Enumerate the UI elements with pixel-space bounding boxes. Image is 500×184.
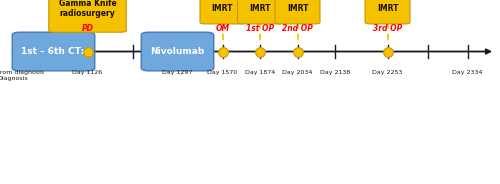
FancyBboxPatch shape xyxy=(238,0,282,24)
Text: 1st – 6th CTx: 1st – 6th CTx xyxy=(20,47,86,56)
Text: PD: PD xyxy=(82,24,94,33)
Text: Day 2334: Day 2334 xyxy=(452,70,483,75)
Text: IMRT: IMRT xyxy=(287,4,308,13)
Text: Gamma Knife
radiosurgery: Gamma Knife radiosurgery xyxy=(58,0,116,18)
Text: 2nd OP: 2nd OP xyxy=(282,24,313,33)
Text: Nivolumab: Nivolumab xyxy=(150,47,204,56)
Text: Day 1297: Day 1297 xyxy=(162,70,192,75)
Text: Day 1570: Day 1570 xyxy=(208,70,238,75)
Text: Day 2253: Day 2253 xyxy=(372,70,402,75)
FancyBboxPatch shape xyxy=(12,32,95,71)
FancyBboxPatch shape xyxy=(142,32,214,71)
Text: 3rd OP: 3rd OP xyxy=(373,24,402,33)
Text: Day 1874: Day 1874 xyxy=(245,70,275,75)
FancyBboxPatch shape xyxy=(200,0,245,24)
Text: Day 2034: Day 2034 xyxy=(282,70,312,75)
FancyBboxPatch shape xyxy=(365,0,410,24)
Text: Day 2138: Day 2138 xyxy=(320,70,350,75)
Text: IMRT: IMRT xyxy=(377,4,398,13)
Text: IMRT: IMRT xyxy=(249,4,271,13)
Text: Days from diagnosis
Diagnosis: Days from diagnosis Diagnosis xyxy=(0,70,44,81)
FancyBboxPatch shape xyxy=(48,0,126,32)
Text: IMRT: IMRT xyxy=(212,4,233,13)
Text: 1st OP: 1st OP xyxy=(246,24,274,33)
FancyBboxPatch shape xyxy=(275,0,320,24)
Text: Day 1126: Day 1126 xyxy=(72,70,102,75)
Text: OM: OM xyxy=(216,24,230,33)
